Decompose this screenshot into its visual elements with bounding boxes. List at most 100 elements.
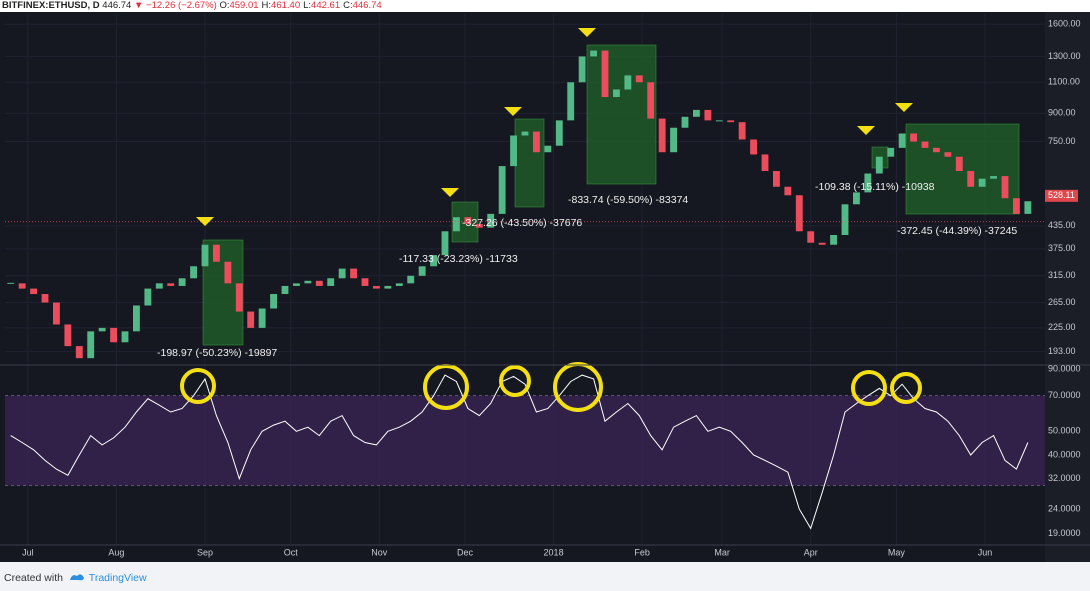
candle [727, 120, 735, 123]
rsi-band [5, 395, 1045, 486]
candle [133, 305, 140, 332]
candle [807, 231, 815, 243]
candle [75, 346, 83, 359]
candle [578, 56, 586, 83]
annotation: -109.38 (-15.11%) -10938 [815, 181, 935, 193]
x-tick-label: Dec [457, 547, 474, 557]
candle [350, 268, 357, 279]
candle [41, 294, 49, 303]
candle [1013, 198, 1020, 214]
candle [704, 109, 712, 121]
x-tick-label: Nov [371, 547, 388, 557]
candle [967, 171, 975, 187]
x-tick-label: Jun [978, 547, 993, 557]
candle [167, 283, 175, 286]
candle [521, 131, 529, 136]
candle [738, 122, 746, 140]
candle [453, 217, 460, 232]
y-tick-label: 70.0000 [1048, 390, 1081, 400]
candle [658, 118, 666, 153]
highlight [423, 364, 469, 410]
candle [213, 244, 220, 262]
x-tick-label: May [888, 547, 906, 557]
marker [441, 188, 459, 197]
candle [395, 283, 403, 286]
candle [1001, 176, 1009, 199]
candle [841, 204, 849, 236]
candle [978, 178, 986, 187]
highlight [180, 368, 216, 404]
candle [693, 109, 700, 117]
candle [475, 224, 483, 228]
candle [87, 331, 95, 359]
ohlc-value: 461.40 [271, 0, 301, 11]
y-tick-label: 40.0000 [1048, 449, 1081, 459]
candle [601, 50, 609, 98]
ohlc: O:459.01 H:461.40 L:442.61 C:446.74 [219, 0, 384, 11]
candle [887, 147, 895, 157]
y-tick-label: 32.0000 [1048, 473, 1081, 483]
candle [258, 308, 266, 328]
candle [247, 311, 255, 328]
marker [578, 28, 596, 37]
y-tick-label: 193.00 [1048, 346, 1076, 356]
y-tick-label: 1600.00 [1048, 19, 1081, 29]
candle [635, 75, 643, 83]
marker [895, 103, 913, 112]
brand: TradingView [88, 572, 147, 584]
candle [144, 288, 152, 306]
candle [990, 176, 997, 179]
candle [955, 156, 963, 172]
candle [613, 89, 620, 98]
change: −12.26 (−2.67%) [146, 0, 217, 11]
x-tick-label: Feb [634, 547, 650, 557]
annotations: -198.97 (-50.23%) -19897 -117.33 (-23.23… [157, 181, 1017, 359]
ohlc-key: O: [219, 0, 230, 11]
y-tick-label: 19.0000 [1048, 528, 1081, 538]
candle [190, 266, 197, 279]
candle [921, 141, 929, 148]
symbol: BITFINEX:ETHUSD, D [2, 0, 100, 11]
annotation: -198.97 (-50.23%) -19897 [157, 347, 277, 359]
candle [338, 268, 346, 279]
candle [773, 171, 780, 187]
candle [818, 242, 826, 245]
highlight [851, 370, 887, 406]
candle [544, 145, 552, 153]
y-tick-label: 435.00 [1048, 220, 1076, 230]
candle [670, 127, 677, 153]
highlight [499, 365, 531, 397]
marker [857, 126, 875, 135]
candle [898, 133, 906, 148]
price-axis-panel [1045, 12, 1090, 562]
candle [270, 294, 277, 309]
candle [510, 135, 517, 167]
ohlc-key: C: [343, 0, 353, 11]
candle [795, 195, 803, 232]
ohlc-key: L: [303, 0, 312, 11]
x-tick-label: Jul [22, 547, 34, 557]
candle [121, 331, 129, 343]
candle [293, 283, 300, 286]
candle [224, 261, 232, 284]
arrow: ▼ [133, 0, 144, 11]
marker [196, 217, 214, 226]
x-tick-label: 2018 [544, 547, 564, 557]
candle [373, 285, 380, 289]
x-tick-label: Mar [714, 547, 730, 557]
x-tick-label: Apr [804, 547, 818, 557]
highlight [890, 372, 922, 404]
candle [681, 116, 689, 128]
candle [441, 231, 449, 256]
candle [155, 283, 163, 289]
y-tick-label: 265.00 [1048, 297, 1076, 307]
candle [944, 152, 952, 157]
y-tick-label: 900.00 [1048, 108, 1076, 118]
candle [304, 280, 312, 284]
candle [533, 131, 540, 153]
candle [750, 139, 757, 155]
candle [418, 266, 426, 276]
y-tick-label: 375.00 [1048, 243, 1076, 253]
annotation: -117.33 (-23.23%) -11733 [399, 253, 518, 265]
